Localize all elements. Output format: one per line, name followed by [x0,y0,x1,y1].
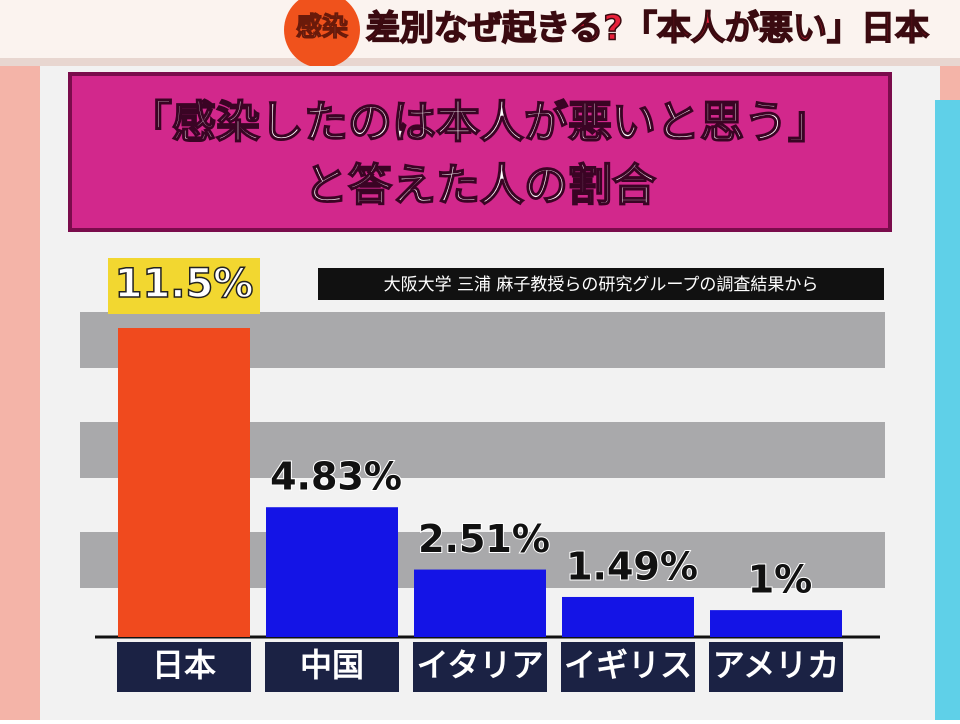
category-box [117,642,251,692]
title-line: 「感染したのは本人が悪いと思う」 [128,97,832,148]
title-box [68,72,892,232]
banner-headline: 差別なぜ起きる?「本人が悪い」日本 [366,9,929,49]
category-box [709,642,843,692]
bar [266,507,398,637]
value-label: 1% [748,558,813,602]
bar [414,569,546,637]
banner-bar [0,0,960,58]
value-label: 2.51% [418,517,550,561]
side-panel [935,100,960,720]
value-label: 1.49% [566,544,698,588]
banner-tag: 感染 [296,13,348,43]
title-line: と答えた人の割合 [304,160,656,211]
banner-edge [0,58,960,66]
bar [118,328,250,637]
category-box [561,642,695,692]
x-tick-label: イタリア [417,646,544,684]
category-box [413,642,547,692]
value-label: 4.83% [270,455,402,499]
value-label-box [108,258,260,314]
category-box [265,642,399,692]
bar [562,596,694,637]
x-tick-label: 日本 [152,646,216,684]
note-box [318,268,884,300]
bar [710,610,842,637]
source-note: 大阪大学 三浦 麻子教授らの研究グループの調査結果から [384,275,819,295]
x-tick-label: アメリカ [713,646,839,684]
tag-circle [284,0,360,68]
x-tick-label: イギリス [564,646,692,684]
value-label: 11.5% [115,261,254,307]
x-tick-label: 中国 [300,646,364,684]
